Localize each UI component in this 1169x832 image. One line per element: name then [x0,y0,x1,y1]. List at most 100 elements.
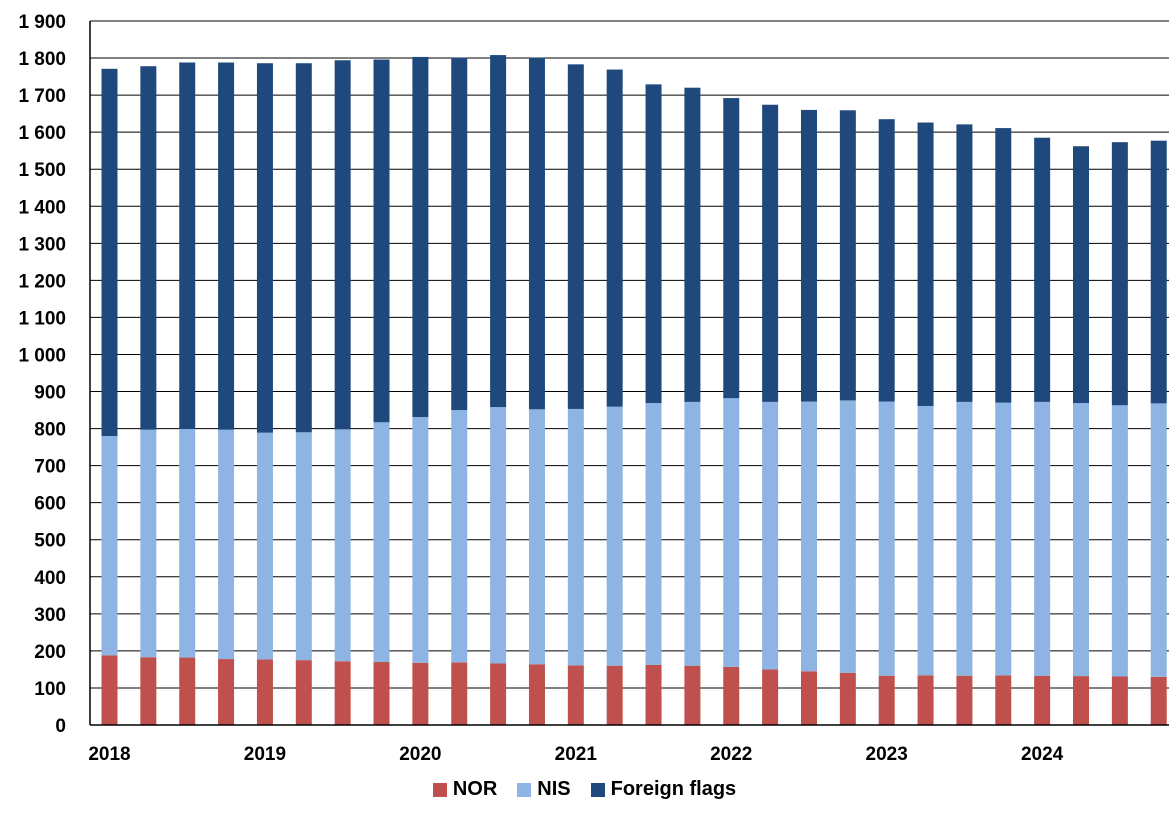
legend-label-nis: NIS [537,778,571,800]
bar-nis [723,398,740,667]
bar-nor [528,664,545,725]
bar-nis [373,422,390,663]
bar-foreign-flags [256,63,273,433]
legend-label-nor: NOR [452,778,498,800]
legend-item-nor: NOR [432,778,498,801]
x-tick-label: 2021 [555,744,598,765]
bar-foreign-flags [995,128,1012,403]
bar-foreign-flags [917,122,934,406]
legend-swatch-nis [517,782,532,797]
bar-nis [218,429,235,660]
bar-nis [1034,401,1051,676]
bar-nor [606,665,623,725]
bar-nor [1111,676,1128,725]
bar-nor [645,664,662,725]
bar-nis [1150,403,1167,677]
y-tick-label: 100 [34,679,66,700]
y-axis: 0 100 200 300 400 500 600 700 800 900 1 000 1 100 1 … [18,12,91,737]
bar-foreign-flags [412,56,429,418]
bar-nor [684,665,701,725]
y-tick-label: 1 600 [18,123,66,144]
bar-nor [1150,676,1167,725]
bar-foreign-flags [528,57,545,410]
x-tick-label: 2024 [1021,744,1064,765]
bar-nor [956,675,973,725]
x-axis: 2018 2019 2020 2021 2022 2023 2024 [88,724,1169,765]
bar-nis [528,409,545,665]
bar-nor [140,657,157,725]
bar-nis [878,401,895,676]
legend-swatch-foreign-flags [590,782,605,797]
y-tick-label: 1 200 [18,271,66,292]
y-tick-label: 1 900 [18,12,66,33]
bar-nis [684,401,701,666]
x-tick-label: 2020 [399,744,441,765]
bar-nis [645,403,662,665]
bar-nis [800,401,817,672]
y-tick-label: 200 [34,642,66,663]
bar-foreign-flags [956,124,973,402]
x-tick-label: 2018 [88,744,130,765]
y-tick-label: 1 300 [18,234,66,255]
y-tick-label: 1 700 [18,86,66,107]
bar-nor [723,666,740,725]
bar-nor [295,660,312,725]
bar-foreign-flags [140,66,157,430]
y-tick-label: 800 [34,420,66,441]
bar-foreign-flags [218,62,235,430]
stacked-bar-chart: 0 100 200 300 400 500 600 700 800 900 1 000 1 100 1 … [18,12,1169,765]
bar-nis [956,401,973,676]
y-tick-label: 1 000 [18,345,66,366]
bar-nor [762,669,779,725]
bar-nis [567,408,584,666]
x-tick-label: 2019 [244,744,286,765]
bar-nor [179,657,196,725]
bar-nis [179,428,196,658]
bar-foreign-flags [1150,140,1167,404]
bar-nor [490,663,507,725]
legend-item-foreign-flags: Foreign flags [590,778,737,801]
bar-nor [101,655,118,725]
y-tick-label: 300 [34,605,66,626]
y-tick-label: 1 500 [18,160,66,181]
y-tick-label: 1 100 [18,308,66,329]
y-tick-label: 1 800 [18,49,66,70]
bar-nis [762,401,779,670]
y-tick-label: 0 [55,716,66,737]
bar-foreign-flags [839,110,856,401]
bar-foreign-flags [645,84,662,404]
bar-nis [140,429,157,658]
bar-nor [256,659,273,725]
bar-foreign-flags [762,104,779,402]
legend-swatch-nor [432,782,447,797]
bar-nor [567,665,584,725]
bar-foreign-flags [1073,146,1089,404]
bar-nor [1034,675,1051,725]
bar-nis [995,402,1012,676]
bar-foreign-flags [567,64,584,409]
bar-nor [334,661,351,725]
bar-nis [334,429,351,662]
y-tick-label: 700 [34,457,66,478]
bar-nis [490,407,507,664]
bar-foreign-flags [878,119,895,402]
bar-foreign-flags [684,87,701,402]
bar-foreign-flags [1111,142,1128,406]
bar-nor [995,675,1012,725]
y-tick-label: 600 [34,494,66,515]
bar-nis [412,417,429,663]
bar-nor [218,659,235,725]
y-tick-label: 1 400 [18,197,66,218]
bar-nor [839,672,856,725]
bar-foreign-flags [451,57,468,411]
bar-foreign-flags [334,60,351,430]
bar-nor [1073,676,1089,725]
bar-foreign-flags [101,68,118,436]
y-tick-label: 500 [34,531,66,552]
bar-foreign-flags [723,98,740,399]
legend-item-nis: NIS [517,778,571,801]
bar-nor [878,675,895,725]
x-tick-label: 2023 [866,744,908,765]
legend-label-foreign-flags: Foreign flags [610,778,737,800]
bar-foreign-flags [490,55,507,408]
